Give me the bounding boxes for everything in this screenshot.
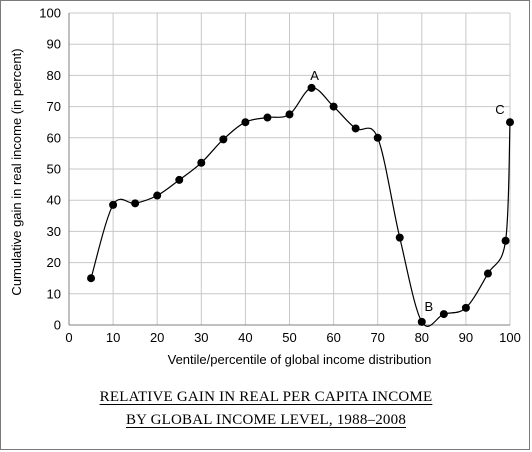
y-tick-label: 30 [47, 224, 61, 239]
x-tick-label: 50 [282, 330, 296, 345]
annotation-label: A [310, 68, 319, 83]
grid-lines [68, 12, 511, 326]
x-tick-label: 30 [194, 330, 208, 345]
chart-title-line-1: RELATIVE GAIN IN REAL PER CAPITA INCOME [99, 389, 433, 405]
data-point [395, 233, 404, 242]
data-points [87, 83, 514, 326]
data-point [197, 158, 206, 167]
y-tick-label: 100 [39, 6, 61, 21]
x-tick-label: 80 [415, 330, 429, 345]
data-point [175, 175, 184, 184]
y-tick-label: 80 [47, 68, 61, 83]
data-point [153, 191, 162, 200]
annotation-label: C [495, 102, 504, 117]
x-tick-label: 10 [106, 330, 120, 345]
data-point [219, 135, 228, 144]
x-axis-title: Ventile/percentile of global income dist… [168, 352, 432, 367]
y-tick-label: 50 [47, 162, 61, 177]
data-point [285, 110, 294, 119]
data-point [329, 102, 338, 111]
x-tick-label: 40 [238, 330, 252, 345]
y-tick-labels: 0 10 20 30 40 50 60 70 80 90 100 [39, 6, 61, 333]
x-tick-label: 60 [326, 330, 340, 345]
x-tick-label: 100 [499, 330, 521, 345]
data-point [307, 83, 316, 92]
y-tick-label: 0 [54, 318, 61, 333]
y-tick-label: 90 [47, 37, 61, 52]
data-point [109, 200, 118, 209]
data-point [241, 118, 250, 127]
y-tick-label: 20 [47, 255, 61, 270]
data-point [417, 317, 426, 326]
y-tick-label: 60 [47, 130, 61, 145]
data-point [131, 199, 140, 208]
data-point [87, 274, 96, 283]
chart-title-line-2: BY GLOBAL INCOME LEVEL, 1988–2008 [125, 412, 407, 428]
data-point [501, 236, 510, 245]
data-point [351, 124, 360, 133]
axes [68, 13, 510, 326]
y-tick-label: 70 [47, 99, 61, 114]
x-tick-labels: 0 10 20 30 40 50 60 70 80 90 100 [65, 330, 520, 345]
x-tick-label: 90 [459, 330, 473, 345]
data-point [263, 113, 272, 122]
annotations: A B C [310, 68, 504, 314]
data-point [439, 310, 448, 319]
x-tick-label: 0 [65, 330, 72, 345]
data-point [461, 303, 470, 312]
data-point [506, 118, 514, 127]
data-point [483, 269, 492, 278]
x-tick-label: 20 [150, 330, 164, 345]
y-tick-label: 10 [47, 286, 61, 301]
y-axis-title: Cumulative gain in real income (in perce… [9, 48, 24, 295]
data-point [373, 133, 382, 142]
line-chart: 0 10 20 30 40 50 60 70 80 90 100 0 10 20 30 40 50 60 70 80… [9, 6, 521, 368]
series-line [90, 87, 511, 327]
y-tick-label: 40 [47, 193, 61, 208]
annotation-label: B [424, 299, 433, 314]
x-tick-label: 70 [370, 330, 384, 345]
